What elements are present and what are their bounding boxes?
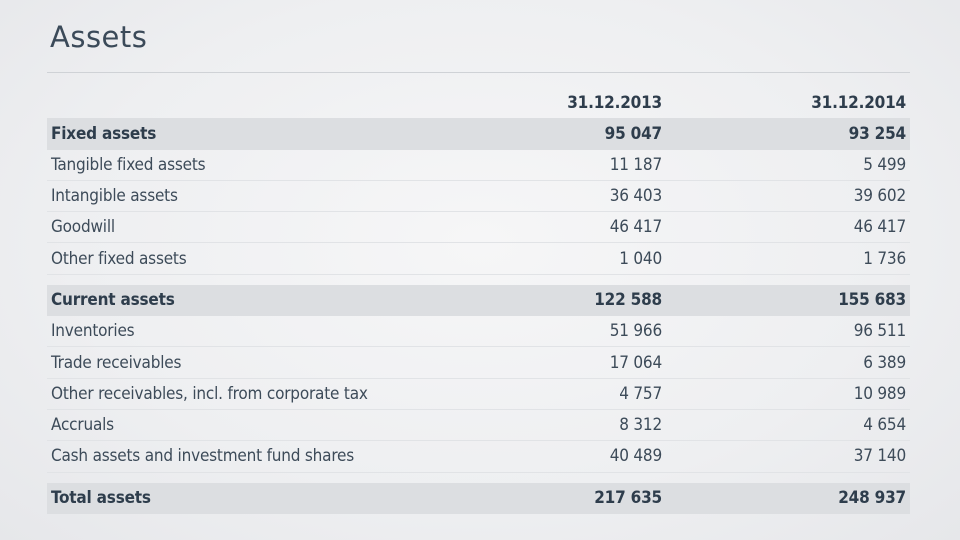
row-value-2014: 155 683 — [838, 290, 906, 311]
table-row: Inventories 51 966 96 511 — [47, 316, 910, 348]
table-row: Goodwill 46 417 46 417 — [47, 212, 910, 244]
row-label: Inventories — [51, 321, 135, 342]
row-label: Trade receivables — [51, 352, 182, 373]
page-title: Assets — [50, 20, 148, 54]
row-label: Accruals — [51, 415, 114, 436]
row-label: Goodwill — [51, 217, 115, 238]
column-header-2014: 31.12.2014 — [811, 92, 906, 113]
row-label: Other receivables, incl. from corporate … — [51, 383, 368, 404]
row-value-2014: 37 140 — [853, 446, 907, 467]
column-header-row: 31.12.2013 31.12.2014 — [47, 87, 910, 118]
table-row: Trade receivables 17 064 6 389 — [47, 347, 910, 379]
section-spacer — [47, 473, 910, 483]
row-value-2013: 1 040 — [619, 248, 662, 269]
row-value-2014: 46 417 — [853, 217, 907, 238]
row-value-2014: 39 602 — [853, 186, 907, 207]
row-label: Tangible fixed assets — [51, 154, 206, 175]
row-value-2014: 248 937 — [838, 488, 906, 509]
section-spacer — [47, 275, 910, 285]
row-label: Total assets — [51, 488, 151, 509]
row-value-2013: 217 635 — [594, 488, 662, 509]
section-header-fixed-assets: Fixed assets 95 047 93 254 — [47, 118, 910, 150]
row-value-2013: 122 588 — [594, 290, 662, 311]
table-row: Other receivables, incl. from corporate … — [47, 379, 910, 410]
row-value-2013: 36 403 — [609, 186, 663, 207]
row-value-2013: 8 312 — [619, 415, 662, 436]
row-label: Other fixed assets — [51, 248, 187, 269]
row-value-2014: 5 499 — [863, 154, 906, 175]
row-value-2013: 11 187 — [609, 154, 663, 175]
row-value-2013: 51 966 — [609, 321, 663, 342]
row-label: Current assets — [51, 290, 175, 311]
table-row: Accruals 8 312 4 654 — [47, 410, 910, 442]
column-header-2013: 31.12.2013 — [567, 92, 662, 113]
row-label: Cash assets and investment fund shares — [51, 446, 355, 467]
section-header-current-assets: Current assets 122 588 155 683 — [47, 284, 910, 317]
table-row: Intangible assets 36 403 39 602 — [47, 181, 910, 213]
total-row: Total assets 217 635 248 937 — [47, 482, 910, 514]
row-value-2013: 95 047 — [604, 123, 663, 144]
row-label: Fixed assets — [51, 123, 157, 144]
row-value-2013: 46 417 — [609, 217, 663, 238]
row-value-2014: 6 389 — [863, 352, 906, 373]
row-label: Intangible assets — [51, 186, 178, 207]
title-divider — [47, 72, 910, 73]
row-value-2014: 4 654 — [863, 415, 906, 436]
row-value-2014: 10 989 — [853, 383, 907, 404]
row-value-2014: 96 511 — [853, 321, 907, 342]
row-value-2013: 4 757 — [619, 383, 662, 404]
row-value-2014: 1 736 — [863, 248, 906, 269]
table-row: Tangible fixed assets 11 187 5 499 — [47, 150, 910, 181]
row-value-2013: 17 064 — [609, 352, 663, 373]
row-value-2013: 40 489 — [609, 446, 663, 467]
row-value-2014: 93 254 — [848, 123, 907, 144]
table-row: Other fixed assets 1 040 1 736 — [47, 243, 910, 275]
assets-table: 31.12.2013 31.12.2014 Fixed assets 95 04… — [47, 87, 910, 514]
table-row: Cash assets and investment fund shares 4… — [47, 441, 910, 473]
